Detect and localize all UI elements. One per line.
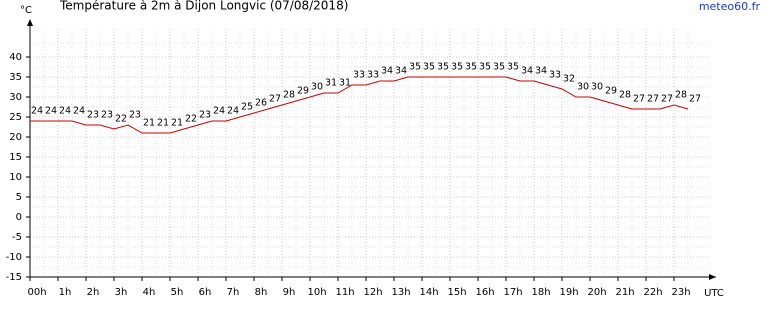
data-label: 34	[521, 66, 533, 77]
x-tick-label: 11h	[335, 287, 354, 298]
data-label: 23	[129, 110, 141, 121]
data-label: 31	[325, 78, 337, 89]
x-tick-label: 1h	[59, 287, 72, 298]
x-tick-label: 17h	[503, 287, 522, 298]
data-label: 29	[297, 86, 309, 97]
x-tick-label: 13h	[391, 287, 410, 298]
x-tick-label: 3h	[115, 287, 128, 298]
x-tick-label: 8h	[255, 287, 268, 298]
data-label: 22	[115, 114, 127, 125]
data-label: 27	[661, 94, 673, 105]
data-label: 24	[227, 106, 239, 117]
data-label: 28	[283, 90, 295, 101]
data-label: 23	[87, 110, 99, 121]
data-label: 24	[73, 106, 85, 117]
data-label: 22	[185, 114, 197, 125]
x-tick-label: 00h	[27, 287, 46, 298]
x-axis-arrow	[709, 274, 716, 280]
data-label: 23	[199, 110, 211, 121]
y-tick-label: -10	[6, 252, 22, 263]
y-tick-label: 0	[16, 212, 22, 223]
x-tick-label: 23h	[671, 287, 690, 298]
y-tick-label: 35	[9, 72, 22, 83]
data-label: 32	[563, 74, 575, 85]
data-label: 21	[157, 118, 169, 129]
x-tick-label: 14h	[419, 287, 438, 298]
data-label: 27	[689, 94, 701, 105]
data-label: 35	[437, 62, 449, 73]
y-tick-label: 5	[16, 192, 22, 203]
data-label: 24	[45, 106, 57, 117]
x-tick-label: 20h	[587, 287, 606, 298]
data-label: 24	[59, 106, 71, 117]
data-label: 30	[311, 82, 323, 93]
y-tick-label: -5	[12, 232, 22, 243]
chart-title: Température à 2m à Dijon Longvic (07/08/…	[59, 0, 348, 13]
data-label: 21	[143, 118, 155, 129]
data-label: 26	[255, 98, 267, 109]
x-tick-label: 7h	[227, 287, 240, 298]
y-tick-label: 20	[9, 132, 22, 143]
data-label: 34	[395, 66, 407, 77]
x-tick-label: 19h	[559, 287, 578, 298]
data-label: 23	[101, 110, 113, 121]
data-label: 34	[535, 66, 547, 77]
data-label: 24	[213, 106, 225, 117]
data-label: 28	[675, 90, 687, 101]
data-label: 21	[171, 118, 183, 129]
data-label: 29	[605, 86, 617, 97]
data-label: 33	[367, 70, 379, 81]
data-label: 25	[241, 102, 253, 113]
x-tick-label: 5h	[171, 287, 184, 298]
x-tick-label: 16h	[475, 287, 494, 298]
data-label: 27	[633, 94, 645, 105]
temperature-line	[30, 76, 689, 134]
x-tick-label: 6h	[199, 287, 212, 298]
y-tick-label: 40	[9, 52, 22, 63]
data-label: 24	[31, 106, 43, 117]
source-link[interactable]: meteo60.fr	[699, 0, 761, 13]
x-tick-label: 18h	[531, 287, 550, 298]
data-label: 30	[591, 82, 603, 93]
y-axis-arrow	[27, 19, 33, 26]
x-tick-label: 22h	[643, 287, 662, 298]
data-label: 35	[451, 62, 463, 73]
x-tick-label: 4h	[143, 287, 156, 298]
y-tick-label: 15	[9, 152, 22, 163]
data-label: 34	[381, 66, 393, 77]
data-label: 28	[619, 90, 631, 101]
x-tick-label: 9h	[283, 287, 296, 298]
y-tick-label: 10	[9, 172, 22, 183]
x-tick-label: 12h	[363, 287, 382, 298]
data-label: 27	[647, 94, 659, 105]
data-label: 30	[577, 82, 589, 93]
data-label: 33	[549, 70, 561, 81]
y-tick-label: 30	[9, 92, 22, 103]
y-axis-label: °C	[20, 5, 32, 16]
data-label: 35	[507, 62, 519, 73]
x-tick-label: 21h	[615, 287, 634, 298]
y-tick-label: -15	[6, 272, 22, 283]
data-label: 35	[493, 62, 505, 73]
data-label: 35	[409, 62, 421, 73]
data-label: 27	[269, 94, 281, 105]
x-axis-label: UTC	[704, 288, 724, 299]
x-tick-label: 15h	[447, 287, 466, 298]
x-tick-label: 2h	[87, 287, 100, 298]
x-tick-label: 10h	[307, 287, 326, 298]
data-label: 35	[465, 62, 477, 73]
data-label: 35	[423, 62, 435, 73]
data-label: 33	[353, 70, 365, 81]
data-label: 31	[339, 78, 351, 89]
y-tick-label: 25	[9, 112, 22, 123]
data-label: 35	[479, 62, 491, 73]
